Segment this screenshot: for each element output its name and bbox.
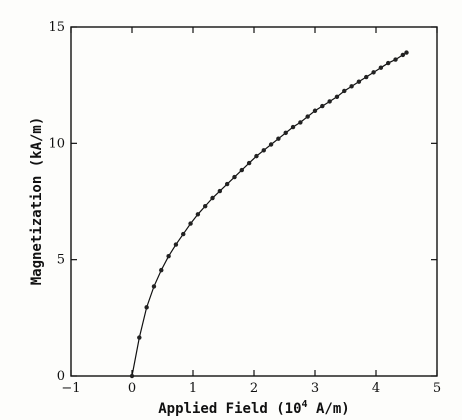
y-tick-label: 10	[48, 136, 65, 151]
y-tick-label: 0	[57, 369, 65, 384]
y-tick-label: 5	[57, 253, 65, 268]
data-point	[371, 70, 376, 75]
data-point	[334, 94, 340, 100]
data-point	[203, 203, 208, 209]
data-point	[356, 79, 362, 84]
data-point	[261, 148, 266, 153]
data-point	[210, 195, 215, 201]
data-point	[195, 212, 201, 217]
data-point	[276, 136, 281, 141]
data-point	[378, 65, 384, 70]
data-point	[364, 74, 369, 80]
data-point	[312, 108, 318, 113]
data-point	[342, 88, 347, 94]
data-point	[239, 167, 244, 173]
data-point	[188, 221, 193, 226]
x-tick-label: 2	[250, 381, 258, 396]
y-axis-title: Magnetization (kA/m)	[29, 117, 45, 286]
y-tick-label: 15	[48, 20, 65, 35]
data-point	[129, 373, 135, 379]
data-point	[159, 267, 164, 273]
data-point	[320, 103, 325, 109]
data-point	[232, 174, 237, 180]
series-line	[131, 52, 407, 377]
x-tick-label: −1	[61, 381, 80, 396]
data-point	[166, 253, 171, 259]
data-point	[386, 60, 391, 66]
data-point	[290, 124, 296, 130]
data-point	[224, 181, 230, 187]
data-point	[268, 142, 274, 147]
x-tick-label: 4	[372, 381, 380, 396]
data-point	[246, 160, 252, 166]
ticks	[70, 26, 438, 377]
data-point	[400, 52, 406, 58]
data-point	[181, 231, 186, 237]
x-axis-title: Applied Field (104 A/m)	[158, 399, 349, 417]
data-point	[298, 120, 303, 125]
data-point	[305, 114, 310, 119]
x-tick-label: 5	[433, 381, 441, 396]
x-tick-label: 0	[128, 381, 136, 396]
data-point	[254, 153, 259, 159]
plot-frame	[70, 26, 438, 377]
data-point	[327, 99, 332, 104]
data-point	[144, 305, 149, 310]
data-points	[129, 50, 409, 379]
data-point	[217, 188, 223, 194]
data-point	[173, 242, 179, 247]
data-point	[404, 50, 409, 55]
data-point	[137, 335, 142, 340]
x-tick-label: 1	[189, 381, 197, 396]
x-tick-label: 3	[311, 381, 319, 396]
data-point	[349, 84, 354, 89]
data-point	[151, 284, 157, 289]
data-point	[283, 130, 288, 136]
data-point	[393, 57, 398, 62]
